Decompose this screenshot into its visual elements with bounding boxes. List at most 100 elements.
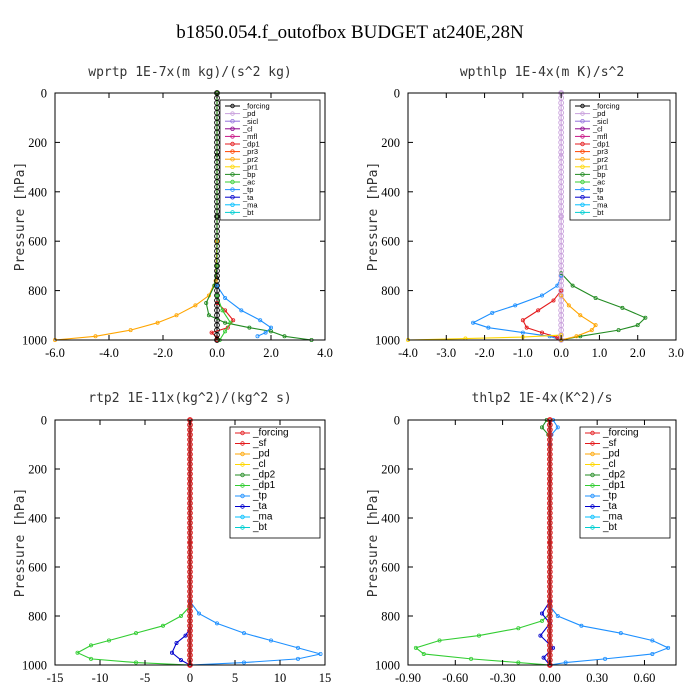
data-point — [282, 334, 287, 339]
y-tick-label: 400 — [28, 512, 47, 526]
series-line — [522, 290, 562, 341]
data-point — [540, 330, 545, 335]
legend-marker — [590, 441, 595, 446]
series-line — [414, 613, 551, 666]
data-point — [206, 313, 211, 318]
series-line — [471, 275, 562, 341]
data-point — [538, 633, 543, 638]
legend-marker — [580, 134, 585, 139]
legend-marker — [580, 156, 585, 162]
legend-marker — [590, 451, 595, 457]
data-point — [295, 656, 300, 661]
data-point — [524, 325, 529, 330]
y-tick-label: 400 — [28, 185, 47, 199]
plot-frame — [407, 92, 677, 341]
data-point — [247, 325, 252, 330]
legend-marker — [230, 126, 235, 131]
y-tick-label: 800 — [381, 610, 400, 624]
legend-marker — [240, 493, 245, 499]
data-point — [223, 308, 228, 313]
x-tick-label: -15 — [47, 671, 64, 685]
data-point — [593, 296, 598, 301]
legend-entry: _pr2 — [242, 155, 258, 164]
legend-entry: _pd — [252, 449, 270, 460]
legend-marker — [580, 126, 585, 131]
legend-entry: _dp2 — [602, 470, 626, 481]
legend-entry: _dp1 — [602, 480, 626, 491]
x-tick-label: -1.0 — [513, 346, 533, 360]
legend-marker — [590, 462, 595, 467]
legend-entry: _mfl — [592, 132, 608, 141]
data-point — [437, 638, 442, 643]
legend-entry: _tp — [592, 185, 603, 194]
legend-entry: _bt — [602, 522, 617, 533]
legend-marker — [580, 141, 585, 147]
data-point — [421, 651, 426, 656]
data-point — [178, 614, 183, 619]
data-point — [618, 631, 623, 636]
legend-marker — [580, 103, 585, 109]
data-point — [263, 330, 268, 335]
data-point — [295, 645, 300, 650]
legend-marker — [580, 111, 585, 116]
legend-entry: _forcing — [592, 102, 620, 111]
data-point — [643, 315, 648, 320]
data-point — [128, 328, 133, 333]
legend-entry: _mfl — [242, 132, 258, 141]
data-point — [589, 328, 594, 333]
series-line — [54, 93, 218, 341]
data-point — [540, 618, 545, 623]
series-line — [216, 295, 232, 341]
data-point — [196, 611, 201, 616]
data-point — [578, 313, 583, 318]
data-point — [214, 283, 219, 288]
legend-entry: _bt — [592, 208, 604, 217]
x-tick-label: 2.0 — [630, 346, 646, 360]
y-tick-label: 0 — [41, 414, 47, 428]
legend-entry: _tp — [252, 491, 267, 502]
data-point — [268, 638, 273, 643]
x-tick-label: 2.0 — [263, 346, 279, 360]
legend-marker — [590, 472, 595, 478]
legend-entry: _bt — [242, 208, 254, 217]
x-tick-label: 5 — [232, 671, 238, 685]
data-point — [75, 650, 80, 655]
legend-marker — [590, 514, 595, 520]
data-point — [469, 656, 474, 661]
legend-marker — [230, 134, 235, 139]
legend-entry: _ma — [242, 200, 258, 209]
panel-title: rtp2 1E-11x(kg^2)/(kg^2 s) — [88, 391, 292, 406]
data-point — [214, 621, 219, 626]
data-point — [231, 318, 236, 323]
data-point — [563, 660, 568, 665]
data-point — [555, 614, 560, 619]
legend-marker — [590, 525, 595, 530]
x-tick-label: -0.90 — [395, 671, 421, 685]
legend-entry: _forcing — [242, 102, 270, 111]
series-line — [539, 601, 554, 666]
series-line — [216, 285, 272, 337]
x-tick-label: 0.0 — [553, 346, 569, 360]
data-point — [241, 660, 246, 665]
data-point — [520, 330, 525, 335]
legend-marker — [230, 179, 235, 185]
data-point — [616, 328, 621, 333]
data-point — [570, 283, 575, 288]
x-tick-label: 4.0 — [317, 346, 333, 360]
data-point — [540, 611, 545, 616]
y-tick-label: 200 — [28, 463, 47, 477]
legend-marker — [230, 210, 235, 215]
series-line — [560, 295, 597, 341]
data-point — [268, 325, 273, 330]
x-tick-label: 0.00 — [539, 671, 561, 685]
data-point — [220, 308, 225, 313]
legend-marker — [230, 118, 235, 124]
data-point — [214, 300, 219, 305]
data-point — [650, 651, 655, 656]
data-point — [551, 298, 556, 303]
data-point — [174, 640, 179, 645]
series-line — [549, 605, 670, 666]
legend-marker — [580, 164, 585, 169]
data-point — [228, 320, 233, 325]
plot-frame — [54, 92, 326, 341]
